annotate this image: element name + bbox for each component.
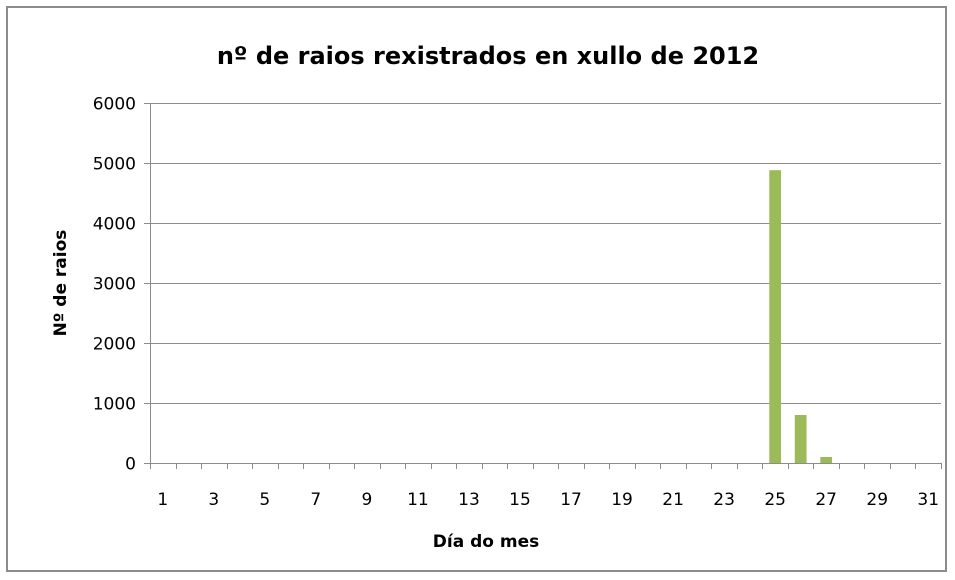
y-tick-label-2000: 2000 xyxy=(93,335,136,355)
gridlines xyxy=(144,103,941,464)
bars xyxy=(769,170,833,463)
x-tick-label-1: 1 xyxy=(157,490,168,510)
x-tick-label-13: 13 xyxy=(458,490,480,510)
chart-frame xyxy=(6,6,947,572)
x-tick-label-7: 7 xyxy=(310,490,321,510)
y-tick-label-5000: 5000 xyxy=(93,155,136,175)
bar-day-26 xyxy=(794,415,807,463)
x-axis-title: Día do mes xyxy=(433,532,539,552)
x-tick-label-11: 11 xyxy=(407,490,429,510)
bar-day-27 xyxy=(820,457,833,463)
x-tick-label-31: 31 xyxy=(917,490,939,510)
axes xyxy=(150,103,942,469)
x-tick-label-3: 3 xyxy=(208,490,219,510)
y-tick-labels: 0 1000 2000 3000 4000 5000 6000 xyxy=(93,95,136,475)
x-tick-label-17: 17 xyxy=(560,490,582,510)
x-tick-label-9: 9 xyxy=(361,490,372,510)
x-tick-label-5: 5 xyxy=(259,490,270,510)
x-tick-label-27: 27 xyxy=(815,490,837,510)
x-tick-label-25: 25 xyxy=(764,490,786,510)
bar-day-25 xyxy=(769,170,782,463)
y-tick-label-0: 0 xyxy=(125,455,136,475)
y-tick-label-6000: 6000 xyxy=(93,95,136,115)
x-tick-label-15: 15 xyxy=(509,490,531,510)
x-tick-label-23: 23 xyxy=(713,490,735,510)
x-tick-label-21: 21 xyxy=(662,490,684,510)
y-tick-label-4000: 4000 xyxy=(93,215,136,235)
x-tick-label-19: 19 xyxy=(611,490,633,510)
x-tick-labels: 1 3 5 7 9 11 13 15 17 19 21 23 25 27 29 31 xyxy=(157,490,939,510)
y-tick-label-3000: 3000 xyxy=(93,275,136,295)
y-tick-label-1000: 1000 xyxy=(93,395,136,415)
x-tick-label-29: 29 xyxy=(866,490,888,510)
y-axis-title: Nº de raios xyxy=(51,230,71,337)
chart-title: nº de raios rexistrados en xullo de 2012 xyxy=(217,42,759,70)
